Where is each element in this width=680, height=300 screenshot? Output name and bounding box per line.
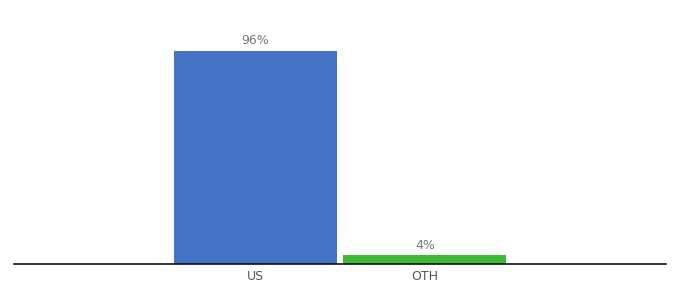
Bar — [173, 51, 337, 264]
Text: 4%: 4% — [415, 239, 435, 252]
Bar — [343, 255, 507, 264]
Text: 96%: 96% — [241, 34, 269, 47]
